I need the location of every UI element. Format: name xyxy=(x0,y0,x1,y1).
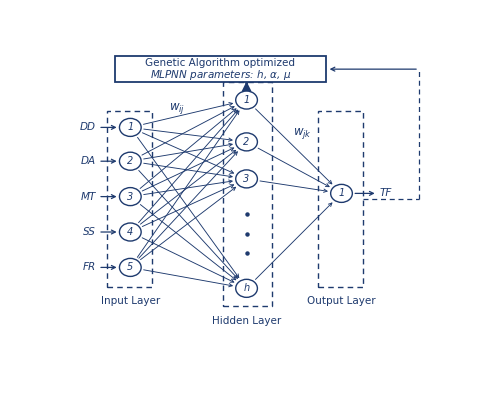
Text: SS: SS xyxy=(84,227,96,237)
Text: Hidden Layer: Hidden Layer xyxy=(212,316,281,326)
Text: DD: DD xyxy=(80,122,96,133)
Circle shape xyxy=(120,152,141,170)
Circle shape xyxy=(120,223,141,241)
Bar xyxy=(318,111,363,287)
Circle shape xyxy=(236,279,258,297)
Bar xyxy=(115,56,326,82)
Text: TF: TF xyxy=(380,189,392,199)
Text: Input Layer: Input Layer xyxy=(100,296,160,306)
Circle shape xyxy=(236,133,258,151)
Text: 1: 1 xyxy=(338,189,344,199)
Circle shape xyxy=(236,170,258,188)
Text: 2: 2 xyxy=(244,137,250,147)
Text: FR: FR xyxy=(83,263,96,273)
Text: $w_{ij}$: $w_{ij}$ xyxy=(168,101,185,116)
Circle shape xyxy=(120,258,141,276)
Circle shape xyxy=(236,91,258,109)
Text: $w_{jk}$: $w_{jk}$ xyxy=(294,126,312,141)
Bar xyxy=(107,111,152,287)
Text: 5: 5 xyxy=(127,263,134,273)
Text: 3: 3 xyxy=(244,174,250,184)
Text: 1: 1 xyxy=(127,122,134,133)
Circle shape xyxy=(330,184,352,202)
Text: 1: 1 xyxy=(244,95,250,105)
Text: MLPNN parameters: $h$, $\alpha$, $\mu$: MLPNN parameters: $h$, $\alpha$, $\mu$ xyxy=(150,68,291,82)
Bar xyxy=(224,82,272,306)
Text: MT: MT xyxy=(81,191,96,201)
Text: 4: 4 xyxy=(127,227,134,237)
Text: 2: 2 xyxy=(127,156,134,166)
Text: h: h xyxy=(244,283,250,293)
Circle shape xyxy=(120,188,141,206)
Text: Genetic Algorithm optimized: Genetic Algorithm optimized xyxy=(146,59,296,69)
Circle shape xyxy=(120,118,141,136)
Text: Output Layer: Output Layer xyxy=(307,296,376,306)
Text: DA: DA xyxy=(81,156,96,166)
Text: 3: 3 xyxy=(127,191,134,201)
